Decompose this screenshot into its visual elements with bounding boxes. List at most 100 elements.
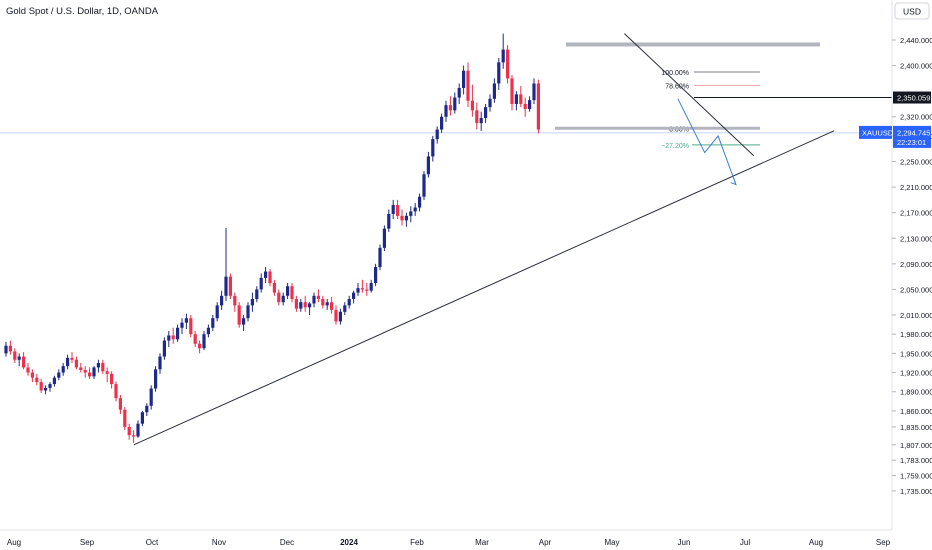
candle [70, 352, 74, 363]
candle-body [233, 295, 237, 306]
candle-body [484, 107, 488, 119]
candle [440, 113, 444, 133]
price-axis-label: 2,210.000 [900, 183, 932, 192]
candle-body [312, 295, 316, 304]
candle-body [343, 305, 347, 312]
candle [347, 295, 351, 309]
candle-body [105, 371, 109, 374]
candlestick-series [4, 33, 540, 443]
candle-body [272, 283, 276, 293]
price-axis-label: 2,090.000 [900, 260, 932, 269]
time-axis-label: Dec [280, 538, 294, 547]
candle [422, 171, 426, 200]
time-axis-label: Sep [80, 538, 95, 547]
candle [448, 96, 452, 116]
candle-body [453, 97, 457, 111]
candle [492, 78, 496, 103]
candle [132, 430, 136, 443]
marked-level-price: 2,350.059 [897, 94, 930, 103]
candle [158, 353, 162, 374]
candle-body [8, 345, 12, 352]
candle-body [466, 70, 470, 101]
candle-body [224, 276, 228, 296]
candle-body [506, 49, 510, 79]
candle [246, 302, 250, 322]
candle-body [61, 366, 65, 373]
candle [519, 86, 523, 108]
price-axis-label: 2,440.000 [900, 36, 932, 45]
candle-body [255, 289, 259, 300]
candle [396, 199, 400, 220]
resistance-zone-band [566, 42, 820, 47]
candle [453, 92, 457, 114]
candle [26, 362, 30, 376]
candle [17, 353, 21, 367]
currency-button[interactable]: USD [894, 2, 930, 20]
candle-body [88, 372, 92, 377]
candle-body [404, 215, 408, 221]
candle-body [299, 302, 303, 309]
candle [224, 228, 228, 301]
candle-body [26, 367, 30, 373]
candle-body [264, 271, 268, 278]
candle-body [409, 211, 413, 216]
candle [154, 366, 158, 392]
candle [92, 366, 96, 379]
candle-body [202, 334, 206, 349]
candle-body [4, 345, 8, 354]
candle-body [382, 228, 386, 248]
price-axis-label: 2,130.000 [900, 234, 932, 243]
candle-body [17, 356, 21, 360]
candle-body [475, 110, 479, 124]
candle [400, 209, 404, 226]
candle [272, 279, 276, 296]
candle-body [114, 384, 118, 399]
candle [8, 340, 12, 355]
candle-body [44, 387, 48, 391]
candle [374, 263, 378, 287]
candle [488, 94, 492, 112]
candle-body [338, 311, 342, 322]
candle-body [400, 215, 404, 221]
candle [308, 302, 312, 315]
candle [352, 290, 356, 304]
candle [66, 354, 70, 370]
candle [299, 299, 303, 312]
price-axis-label: 1,950.000 [900, 349, 932, 358]
candle [193, 330, 197, 347]
price-axis-label: 1,860.000 [900, 407, 932, 416]
candle [316, 289, 320, 303]
falling-trendline[interactable] [624, 33, 755, 157]
trendlines[interactable] [133, 33, 835, 446]
currency-button-frame[interactable] [894, 2, 930, 20]
candle-body [92, 367, 96, 377]
candle-body [211, 318, 215, 328]
time-axis[interactable]: Aug Sep Oct Nov Dec 2024 Feb Mar Apr May Jun Jul Aug… [7, 538, 891, 547]
candle [13, 348, 17, 363]
price-axis-label: 2,400.000 [900, 62, 932, 71]
candle-body [140, 412, 144, 424]
projection-path[interactable] [677, 98, 737, 185]
current-price-value: 2,294.745 [897, 128, 930, 137]
candle-body [48, 384, 52, 388]
candle-body [396, 205, 400, 216]
candle [202, 330, 206, 351]
projection-arrowhead [730, 178, 737, 186]
candle-body [290, 286, 294, 300]
fibonacci-retracement[interactable]: 100.00%78.60%0.00%−27.20% [555, 70, 760, 150]
candle [215, 302, 219, 322]
candle [220, 290, 224, 310]
candle [162, 337, 166, 360]
candle-body [96, 362, 100, 368]
support-trendline[interactable] [133, 130, 835, 446]
candle-body [154, 369, 158, 389]
candle [79, 362, 83, 373]
candle [127, 423, 131, 440]
candle-body [440, 116, 444, 130]
current-price-tag [893, 125, 931, 148]
price-axis[interactable]: 2,440.0002,400.0002,320.0002,290.0002,25… [892, 36, 932, 496]
candle-body [132, 435, 136, 437]
candle-body [13, 351, 17, 360]
